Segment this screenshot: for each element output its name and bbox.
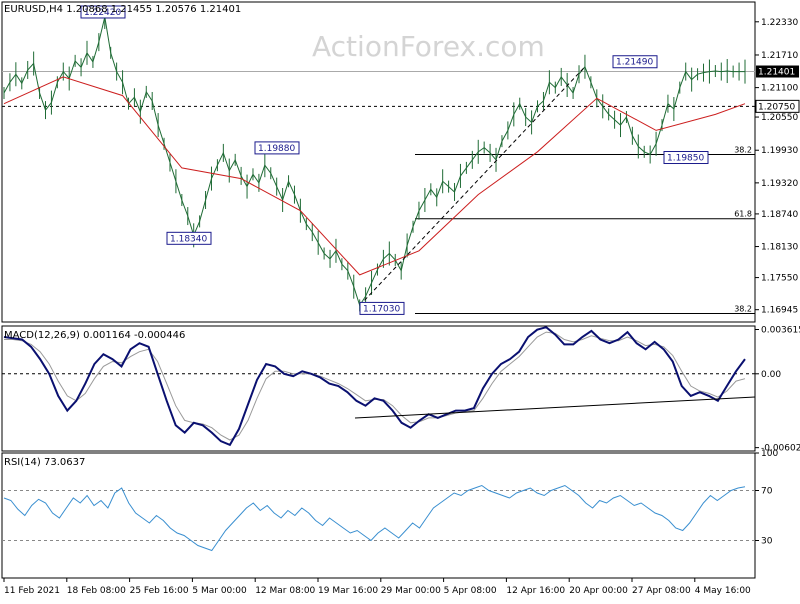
current-price-box (756, 65, 799, 78)
rsi-ytick-label: 30 (761, 537, 773, 547)
x-tick-label: 12 Apr 16:00 (506, 586, 565, 596)
price-ytick-label: 1.19320 (761, 179, 798, 189)
price-low: 1.20576 (155, 4, 197, 15)
price-annotation-box (80, 5, 126, 19)
macd-ytick-label: 0.00 (761, 370, 781, 380)
panel-frame-2 (1, 325, 756, 452)
macd-panel-title: MACD(12,26,9) 0.001164 -0.000446 (4, 330, 185, 342)
rsi-ytick-label: 100 (761, 449, 778, 459)
macd-ytick-label: 0.003615 (761, 325, 800, 335)
price-open: 1.20868 (66, 4, 108, 15)
x-tick-label: 18 Feb 08:00 (67, 586, 126, 596)
x-tick-label: 29 Mar 00:00 (381, 586, 441, 596)
price-high: 1.21455 (110, 4, 153, 15)
x-tick-label: 25 Feb 16:00 (130, 586, 189, 596)
price-series-line (3, 16, 745, 307)
rsi-ytick-label: 70 (761, 487, 773, 497)
price-ytick-label: 1.19930 (761, 146, 798, 156)
price-annotation-box (612, 55, 658, 69)
x-tick-label: 20 Apr 00:00 (569, 586, 628, 596)
macd-line (3, 326, 746, 447)
price-ytick-label: 1.21710 (761, 51, 798, 61)
macd-ytick-label: -0.006026 (761, 444, 800, 454)
fibonacci-label: 38.2 (734, 146, 752, 155)
ema-series-line (3, 76, 746, 276)
x-tick-label: 4 May 16:00 (695, 586, 751, 596)
price-symbol: EURUSD,H4 (4, 4, 64, 15)
macd-name: MACD(12,26,9) (4, 330, 80, 341)
price-annotation-label: 1.18340 (170, 234, 207, 244)
price-annotation-box (359, 301, 405, 315)
price-annotation-box (254, 141, 300, 155)
panel-frame-1 (1, 1, 756, 323)
price-annotation-box (663, 151, 709, 165)
fibonacci-label: 38.2 (734, 304, 752, 313)
macd-trend-line (354, 396, 756, 419)
x-tick-label: 19 Mar 16:00 (318, 586, 378, 596)
x-tick-label: 11 Feb 2021 (4, 586, 60, 596)
x-tick-label: 27 Apr 08:00 (632, 586, 691, 596)
rsi-line (3, 484, 746, 552)
current-price-label: 1.21401 (758, 68, 795, 78)
price-annotation-label: 1.21490 (616, 58, 653, 68)
price-annotation-label: 1.22420 (84, 8, 121, 18)
price-ytick-label: 1.17550 (761, 274, 798, 284)
price-ytick-label: 1.21100 (761, 84, 798, 94)
rsi-name: RSI(14) (4, 457, 41, 468)
price-annotation-label: 1.19880 (258, 144, 295, 154)
reference-price-label: 1.20750 (758, 102, 795, 112)
trend-line-dashed (359, 66, 586, 306)
watermark: ActionForex.com (312, 30, 545, 63)
price-panel-title: EURUSD,H4 1.20868 1.21455 1.20576 1.2140… (4, 4, 241, 16)
macd-value: 0.001164 (83, 330, 131, 341)
price-annotation-box (166, 231, 212, 245)
rsi-panel-title: RSI(14) 73.0637 (4, 457, 85, 469)
price-annotation-label: 1.17030 (363, 304, 400, 314)
rsi-value: 73.0637 (43, 457, 86, 468)
reference-price-box (755, 99, 800, 113)
macd-signal-value: -0.000446 (134, 330, 186, 341)
price-ytick-label: 1.16945 (761, 306, 798, 316)
panel-frame-3 (1, 452, 756, 579)
price-close: 1.21401 (199, 4, 242, 15)
price-ytick-label: 1.22330 (761, 18, 798, 28)
fibonacci-label: 61.8 (734, 210, 752, 219)
x-tick-label: 5 Apr 08:00 (444, 586, 497, 596)
price-ytick-label: 1.18740 (761, 210, 798, 220)
x-tick-label: 12 Mar 08:00 (255, 586, 315, 596)
x-tick-label: 5 Mar 00:00 (192, 586, 247, 596)
price-annotation-label: 1.19850 (667, 154, 704, 164)
price-ytick-label: 1.18130 (761, 243, 798, 253)
price-ytick-label: 1.20550 (761, 113, 798, 123)
